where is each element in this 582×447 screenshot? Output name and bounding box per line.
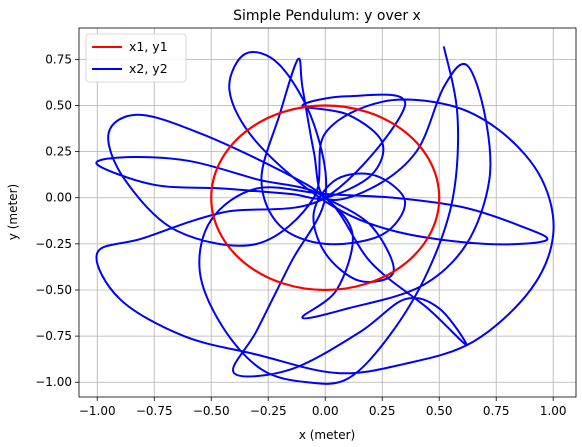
y-axis-ticks: −1.00 −0.75 −0.50 −0.25 0.00 0.25 0.50 0.75 [35,52,79,389]
y-tick-label: 0.25 [45,145,72,159]
y-tick-label: −0.50 [35,283,72,297]
x-tick-label: −0.25 [250,404,287,418]
plot-area [95,46,555,385]
grid-lines [79,28,576,397]
legend-label-x1-y1: x1, y1 [129,39,168,54]
y-tick-label: 0.50 [45,98,72,112]
x-tick-label: 1.00 [540,404,567,418]
legend: x1, y1 x2, y2 [85,33,187,83]
axes-frame [78,27,577,398]
y-tick-label: −1.00 [35,375,72,389]
x-axis-label: x (meter) [299,428,355,442]
x-tick-label: −1.00 [79,404,116,418]
y-tick-label: 0.75 [45,52,72,66]
x-tick-label: 0.00 [312,404,339,418]
y-axis-label: y (meter) [6,184,20,240]
y-tick-label: −0.25 [35,237,72,251]
x-axis-ticks: −1.00 −0.75 −0.50 −0.25 0.00 0.25 0.50 0.75 1.00 [79,397,567,418]
x-tick-label: 0.75 [483,404,510,418]
x-tick-label: −0.75 [136,404,173,418]
y-tick-label: −0.75 [35,329,72,343]
x-tick-label: −0.50 [193,404,230,418]
x-tick-label: 0.25 [369,404,396,418]
y-tick-label: 0.00 [45,191,72,205]
legend-label-x2-y2: x2, y2 [129,61,168,76]
x-tick-label: 0.50 [426,404,453,418]
series-x1-y1-line [210,104,441,292]
series-x2-y2-line [95,46,555,385]
chart-title: Simple Pendulum: y over x [233,8,421,24]
